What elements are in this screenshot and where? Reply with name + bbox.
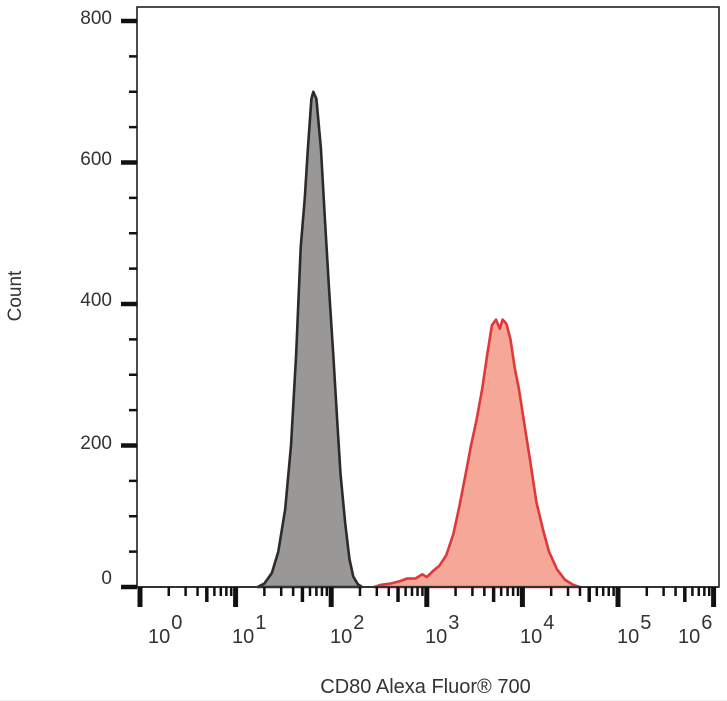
y-tick-label-200: 200 — [80, 433, 112, 454]
x-tick-label-1e3: 103 — [425, 612, 460, 648]
x-axis-label: CD80 Alexa Fluor® 700 — [320, 676, 531, 698]
y-tick-label-800: 800 — [80, 8, 112, 29]
x-tick-label-1e4: 104 — [520, 612, 555, 648]
isotype-histogram — [256, 90, 364, 589]
cd80-histogram — [372, 318, 582, 589]
y-tick-label-0: 0 — [101, 568, 112, 589]
x-tick-label-1e0: 100 — [148, 612, 183, 648]
x-tick-label-1e1: 101 — [232, 612, 267, 648]
y-tick-label-400: 400 — [80, 290, 112, 311]
x-tick-label-1e2: 102 — [330, 612, 365, 648]
x-tick-label-1e6: 106 — [678, 612, 713, 648]
plot-frame — [136, 6, 720, 588]
x-tick-label-1e5: 105 — [617, 612, 652, 648]
y-axis-label: Count — [5, 270, 26, 322]
y-tick-label-600: 600 — [80, 149, 112, 170]
